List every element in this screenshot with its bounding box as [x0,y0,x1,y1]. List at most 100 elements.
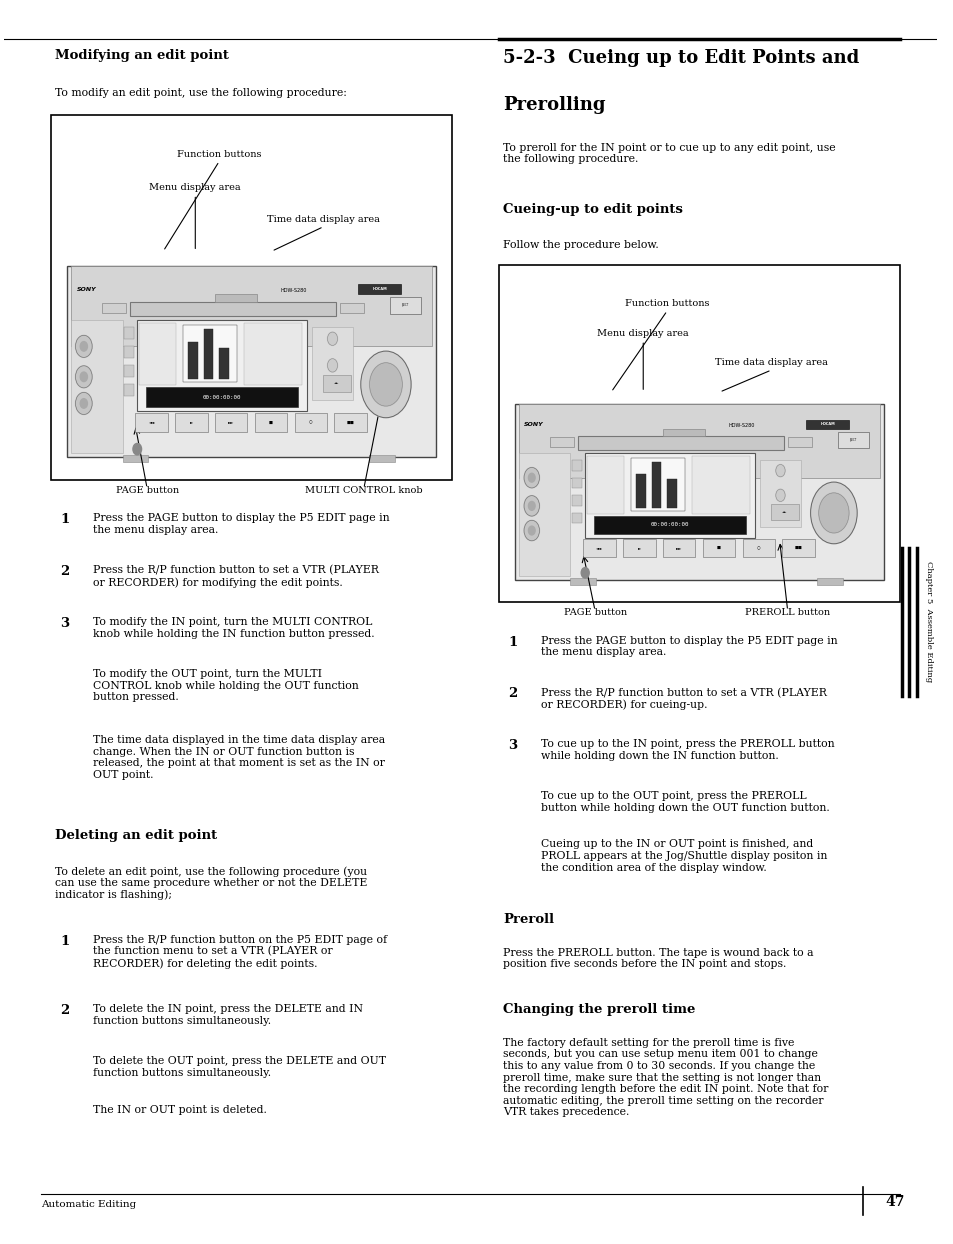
Text: To cue up to the OUT point, press the PREROLL
button while holding down the OUT : To cue up to the OUT point, press the PR… [540,791,829,812]
Text: Preroll: Preroll [503,913,554,926]
Text: EJECT: EJECT [401,304,408,307]
Text: Modifying an edit point: Modifying an edit point [55,49,229,62]
Text: To delete the IN point, press the DELETE and IN
function buttons simultaneously.: To delete the IN point, press the DELETE… [92,1004,362,1026]
Bar [582,540,615,557]
Text: HDCAM: HDCAM [372,287,387,291]
Circle shape [80,398,88,408]
Text: Press the R/P function button on the P5 EDIT page of
the function menu to set a : Press the R/P function button on the P5 … [92,934,387,969]
Bar [214,294,256,301]
Text: ■: ■ [717,546,720,550]
Text: HDCAM: HDCAM [820,423,834,427]
Bar [389,297,420,313]
Text: Deleting an edit point: Deleting an edit point [55,829,217,842]
Bar [189,342,198,379]
Bar [139,323,176,386]
Text: 00:00:00:00: 00:00:00:00 [203,394,241,399]
Text: ►►: ►► [228,420,234,424]
Text: 3: 3 [508,739,517,753]
Text: To preroll for the IN point or to cue up to any edit point, use
the following pr: To preroll for the IN point or to cue up… [503,143,835,164]
Circle shape [528,473,535,483]
Circle shape [75,392,92,414]
Circle shape [523,520,539,541]
Text: The factory default setting for the preroll time is five
seconds, but you can us: The factory default setting for the prer… [503,1037,828,1117]
Bar [294,413,327,432]
Bar [203,330,213,379]
Text: Press the PREROLL button. The tape is wound back to a
position five seconds befo: Press the PREROLL button. The tape is wo… [503,948,813,969]
Bar [518,404,879,478]
Bar [244,323,301,386]
Circle shape [80,372,88,382]
Circle shape [775,464,784,476]
Bar [787,437,811,447]
Bar [183,325,237,382]
Text: 1: 1 [60,934,70,948]
Bar [124,384,133,396]
Bar [369,455,395,463]
Text: 5-2-3  Cueing up to Edit Points and: 5-2-3 Cueing up to Edit Points and [503,49,859,67]
Text: ■: ■ [269,420,273,424]
Bar [67,266,436,457]
Text: SONY: SONY [524,423,543,428]
Text: PREROLL button: PREROLL button [744,608,829,617]
Text: ◄►: ◄► [781,510,787,514]
Text: ■■: ■■ [794,546,801,550]
Text: To delete the OUT point, press the DELETE and OUT
function buttons simultaneousl: To delete the OUT point, press the DELET… [92,1056,385,1079]
Bar [122,455,148,463]
Text: SONY: SONY [76,287,96,292]
Text: Chapter 5  Assemble Editing: Chapter 5 Assemble Editing [924,561,932,683]
Text: ○: ○ [309,420,313,424]
Bar [71,266,432,346]
Text: To modify an edit point, use the following procedure:: To modify an edit point, use the followi… [55,88,347,98]
Circle shape [75,366,92,388]
Bar [760,460,800,527]
Bar [651,462,660,508]
Text: 00:00:00:00: 00:00:00:00 [650,522,688,527]
Text: 1: 1 [60,514,70,526]
Circle shape [75,336,92,357]
Bar [593,515,745,534]
Circle shape [132,443,141,455]
Bar [578,437,783,449]
Bar [666,479,676,508]
Bar [630,458,684,510]
Circle shape [327,332,337,346]
Text: ►►: ►► [676,546,681,550]
Text: Changing the preroll time: Changing the preroll time [503,1003,695,1016]
Text: Cueing-up to edit points: Cueing-up to edit points [503,203,682,216]
Circle shape [528,501,535,510]
Bar [358,284,400,294]
Text: To cue up to the IN point, press the PREROLL button
while holding down the IN fu: To cue up to the IN point, press the PRE… [540,739,834,761]
Bar [781,540,814,557]
Text: PAGE button: PAGE button [563,608,626,617]
Text: Menu display area: Menu display area [150,183,241,192]
Text: EJECT: EJECT [848,438,856,442]
Text: Press the PAGE button to display the P5 EDIT page in
the menu display area.: Press the PAGE button to display the P5 … [540,636,837,657]
Text: Press the R/P function button to set a VTR (PLAYER
or RECORDER) for cueing-up.: Press the R/P function button to set a V… [540,688,825,710]
Text: Time data display area: Time data display area [267,215,379,224]
Bar [323,374,351,392]
Text: Follow the procedure below.: Follow the procedure below. [503,240,659,250]
Text: ○: ○ [756,546,760,550]
Bar [691,457,749,514]
Text: Function buttons: Function buttons [177,149,261,159]
Bar [584,453,754,537]
Bar [254,413,287,432]
Circle shape [369,363,402,406]
Bar [572,460,581,470]
Text: ◄◄: ◄◄ [149,420,154,424]
Text: 2: 2 [60,565,70,578]
Bar [51,116,452,480]
Text: The IN or OUT point is deleted.: The IN or OUT point is deleted. [92,1105,267,1115]
Bar [586,457,623,514]
Bar [146,387,298,407]
Circle shape [360,351,411,418]
Bar [135,413,168,432]
Text: Cueing up to the IN or OUT point is finished, and
PROLL appears at the Jog/Shutt: Cueing up to the IN or OUT point is fini… [540,840,826,873]
Bar [175,413,208,432]
Bar [518,453,570,576]
Text: Prerolling: Prerolling [503,96,605,113]
Bar [572,495,581,506]
Bar [124,327,133,338]
Bar [770,504,798,520]
Bar [71,320,122,453]
